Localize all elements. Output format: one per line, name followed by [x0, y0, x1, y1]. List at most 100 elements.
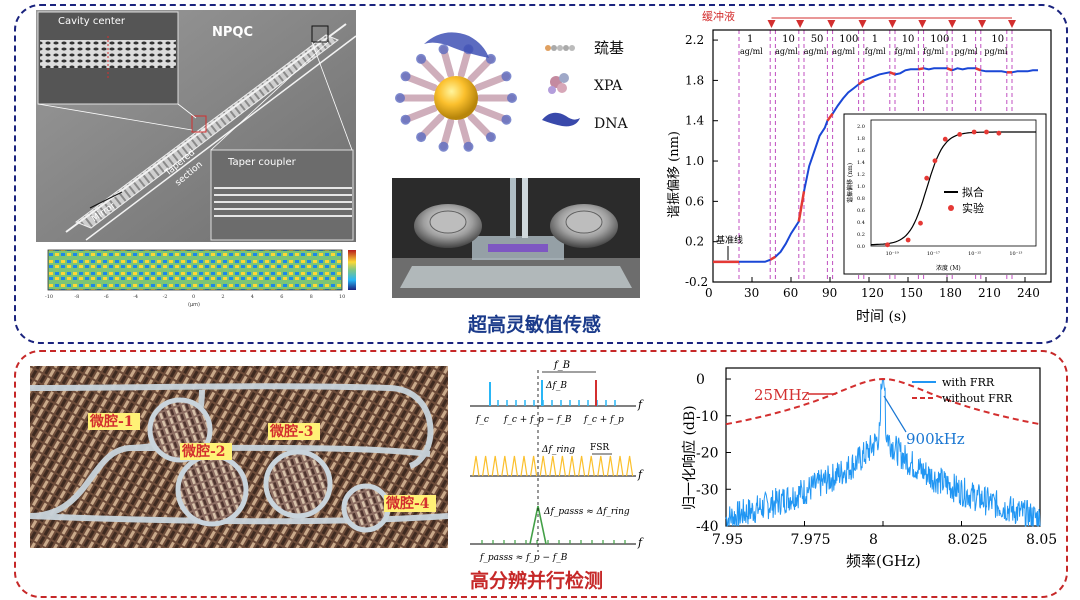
- inset-xticks: 10⁻¹⁹ 10⁻¹⁷ 10⁻¹⁵ 10⁻¹³: [886, 251, 1023, 257]
- field-map-tick: 6: [280, 294, 283, 300]
- spec-fsr: FSR: [590, 443, 609, 453]
- nanoparticle-ligands: [395, 44, 517, 152]
- annot-900khz: 900kHz: [906, 430, 965, 448]
- chart1-ytick-label: 0.6: [685, 194, 704, 208]
- cavity-label: 微腔-4: [385, 495, 430, 512]
- cavity-center-label: Cavity center: [58, 16, 126, 27]
- inset-ytick-label: 1.4: [857, 160, 865, 166]
- chart1-conc-unit: ag/ml: [740, 47, 763, 56]
- spec-ring-resonance: [530, 455, 538, 477]
- xpa-protein-icon: [548, 73, 569, 94]
- chart1-conc-unit: ag/ml: [832, 47, 855, 56]
- chart1-xtick-label: 30: [744, 286, 759, 300]
- inset-yticks: 0.0 0.2 0.4 0.6 0.8 1.0 1.2 1.4 1.6 1.8 2.0: [857, 124, 865, 250]
- baseline-label: 基准线: [716, 234, 743, 246]
- spec-mid: f_c + f_p − f_B: [503, 415, 572, 425]
- spec-ring-resonance: [578, 455, 586, 477]
- spec-fcfp: f_c + f_p: [583, 415, 624, 425]
- ligand-tip: [438, 44, 449, 55]
- chart1-xtick-label: 120: [861, 286, 884, 300]
- field-map-tick: 2: [221, 294, 224, 300]
- inset-point: [924, 175, 930, 181]
- chart1-xtick-label: 240: [1017, 286, 1040, 300]
- legend-without-frr: without FRR: [942, 392, 1013, 405]
- chart1-xtick-label: 150: [900, 286, 923, 300]
- taper-coupler-lines: [214, 187, 352, 217]
- chart2-ylabel: 归一化响应 (dB): [681, 405, 698, 510]
- chart1-conc-value: 100: [930, 34, 949, 45]
- inset-ytick-label: 2.0: [857, 124, 865, 130]
- inset-ytick-label: 0.8: [857, 196, 865, 202]
- spec-fc: f_c: [475, 415, 489, 425]
- ligand-tip: [507, 93, 517, 103]
- field-map-tick: 4: [251, 294, 254, 300]
- spec-ring-resonance: [606, 455, 614, 477]
- chart1-conc-unit: pg/ml: [955, 47, 979, 56]
- chart1-xtick-label: 180: [939, 286, 962, 300]
- cavity-label-bg: [384, 495, 436, 512]
- spec-fpass: f_passs ≈ f_p − f_B: [479, 553, 568, 563]
- spectrum-row-3: [470, 370, 636, 552]
- ligand-tip: [400, 114, 411, 125]
- chart2-ytick-label: 0: [696, 372, 705, 388]
- field-map-tick: 8: [310, 294, 313, 300]
- chart1-conc-value: 1: [962, 34, 968, 45]
- cavity-label-bg: [88, 413, 140, 430]
- cavity-label: 微腔-2: [181, 443, 226, 460]
- bottom-panel: [14, 350, 1068, 598]
- spec-ring-resonance: [558, 455, 566, 477]
- gold-nanoparticle-image: [395, 32, 517, 152]
- inset-ytick-label: 0.6: [857, 208, 865, 214]
- chart1-conc-unit: fg/ml: [895, 47, 916, 56]
- field-map-tick: -4: [133, 294, 138, 300]
- nanoparticle-legend: 巯基 XPA DNA: [538, 38, 648, 138]
- inset-ytick-label: 0.4: [857, 220, 865, 226]
- inset-legend-fit: 拟合: [962, 185, 984, 199]
- spec-passband: [529, 505, 547, 545]
- ligand-tip: [438, 141, 449, 152]
- spectrum-schematic: f_B Δf_B f_c f_c + f_p − f_B f_c + f_p Δ…: [470, 360, 644, 563]
- spec-axis-f1: f: [637, 398, 644, 411]
- ligand-tip: [463, 141, 474, 152]
- inset-xlabel: 浓度 (M): [936, 264, 961, 272]
- chart1-injection-arrow-icon: [767, 20, 776, 28]
- inset-ytick-label: 1.2: [857, 172, 865, 178]
- inset-ylabel: 谐振偏移 (nm): [846, 163, 854, 203]
- cavity-label-bg: [180, 443, 232, 460]
- spec-axis-f3: f: [637, 536, 644, 549]
- spectrum-row-2: [470, 453, 636, 477]
- chart1-conc-unit: pg/ml: [984, 47, 1008, 56]
- chart1-xlabel: 时间 (s): [856, 309, 907, 325]
- microcavity-chip-image: 微腔-1 微腔-2 微腔-3 微腔-4: [30, 366, 448, 548]
- inset-legend-dot-icon: [948, 205, 954, 211]
- chart1-inset: 0.00.20.40.60.81.01.21.41.61.82.0 10⁻¹⁹ 1…: [843, 113, 1047, 275]
- bottom-caption: 高分辨并行检测: [470, 570, 604, 592]
- chart2-without-frr-series: [725, 377, 1041, 426]
- chart1-injection-arrow-icon: [858, 20, 867, 28]
- ligand-arm: [402, 104, 438, 124]
- spec-ring-resonance: [587, 455, 595, 477]
- chart1-ylabel: 谐振偏移 (nm): [667, 131, 682, 218]
- cavity-label-bg: [268, 423, 320, 440]
- inset-point: [932, 158, 938, 164]
- inset-fit-curve: [871, 131, 1036, 246]
- chart1-red-segment: [918, 67, 924, 71]
- inset-point: [942, 136, 948, 142]
- spec-ring-resonance: [491, 455, 499, 477]
- inset-point: [996, 130, 1002, 136]
- inset-xtick-label: 10⁻¹⁵: [968, 251, 981, 257]
- chart1-injection-arrows: [767, 17, 1016, 28]
- chart1-injection-arrow-icon: [948, 20, 957, 28]
- field-map-tick: 10: [339, 294, 345, 300]
- inset-ytick-label: 0.2: [857, 232, 865, 238]
- thiol-chain-icon: [545, 45, 575, 51]
- ligand-tip: [501, 71, 512, 82]
- inset-ytick-label: 1.6: [857, 148, 865, 154]
- field-map-tick: 0: [192, 294, 195, 300]
- inset-point: [957, 132, 963, 137]
- ligand-arm: [474, 104, 510, 124]
- npqc-sem-image: NPQC Tapered section Mirror Cavity cente…: [36, 10, 356, 242]
- spec-ring-resonance: [616, 455, 624, 477]
- chart1-conc-value: 10: [991, 34, 1004, 45]
- chart1-xtick-label: 60: [783, 286, 798, 300]
